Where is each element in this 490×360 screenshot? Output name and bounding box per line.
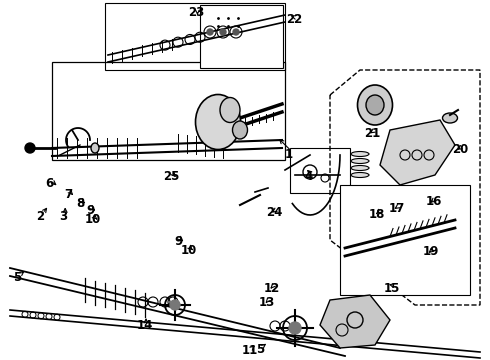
Circle shape [207, 29, 213, 35]
Text: 23: 23 [188, 6, 204, 19]
Text: 17: 17 [389, 202, 405, 215]
Bar [105, 3, 285, 70]
Text: 18: 18 [369, 208, 386, 221]
Text: 25: 25 [163, 170, 180, 183]
Ellipse shape [442, 113, 458, 123]
Text: 8: 8 [77, 197, 85, 210]
Text: 14: 14 [136, 319, 153, 332]
Ellipse shape [196, 94, 241, 149]
Text: 13: 13 [259, 296, 275, 309]
Text: 19: 19 [423, 246, 440, 258]
Circle shape [220, 29, 226, 35]
Text: 2: 2 [36, 210, 44, 222]
Text: 10: 10 [85, 213, 101, 226]
Text: 9: 9 [175, 235, 183, 248]
Text: 22: 22 [286, 13, 302, 26]
Circle shape [170, 300, 180, 310]
Text: 5: 5 [13, 271, 21, 284]
Polygon shape [320, 295, 390, 348]
Ellipse shape [351, 152, 369, 157]
Text: 3: 3 [60, 210, 68, 222]
Text: 20: 20 [452, 143, 469, 156]
Text: 1: 1 [285, 148, 293, 161]
Text: 6: 6 [45, 177, 53, 190]
Circle shape [233, 29, 239, 35]
Ellipse shape [366, 95, 384, 115]
Text: 12: 12 [264, 282, 280, 294]
Text: 10: 10 [180, 244, 197, 257]
Ellipse shape [220, 98, 240, 122]
Ellipse shape [351, 172, 369, 177]
Text: 21: 21 [364, 127, 381, 140]
Ellipse shape [232, 121, 247, 139]
Text: 5: 5 [256, 343, 264, 356]
Circle shape [289, 322, 301, 334]
Bar [200, 5, 283, 68]
Bar [340, 185, 470, 295]
Text: 7: 7 [65, 188, 73, 201]
Circle shape [25, 143, 35, 153]
Text: 9: 9 [87, 204, 95, 217]
Ellipse shape [351, 158, 369, 163]
Text: 16: 16 [425, 195, 442, 208]
Ellipse shape [358, 85, 392, 125]
Ellipse shape [351, 166, 369, 171]
Text: 11: 11 [242, 345, 258, 357]
Text: 24: 24 [266, 206, 283, 219]
Ellipse shape [91, 143, 99, 153]
Polygon shape [380, 120, 455, 185]
Text: 4: 4 [305, 170, 313, 183]
Bar [290, 148, 350, 193]
Text: 15: 15 [384, 282, 400, 294]
